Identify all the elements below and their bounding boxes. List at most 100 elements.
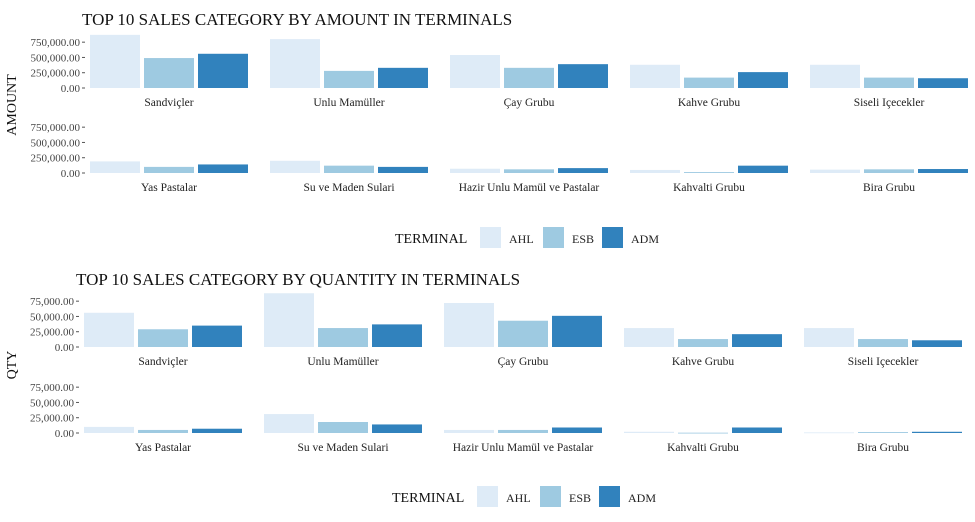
bar-ahl: [624, 328, 674, 347]
bar-adm: [378, 67, 428, 88]
y-tick-label: 250,000.00: [31, 153, 81, 165]
category-label: Yas Pastalar: [135, 442, 191, 454]
legend-swatch-ahl: [477, 486, 498, 507]
bar-esb: [678, 432, 728, 434]
y-tick-label: 75,000.00: [30, 382, 75, 394]
legend: TERMINAL AHL ESB ADM: [395, 227, 659, 248]
bar-ahl: [264, 414, 314, 433]
bar-adm: [198, 53, 248, 88]
y-tick-label: 50,000.00: [30, 397, 75, 409]
category-label: Sandviçler: [138, 356, 187, 368]
bar-esb: [318, 422, 368, 433]
y-tick-label: 0.00: [61, 83, 81, 95]
bar-esb: [678, 339, 728, 347]
bar-esb: [144, 58, 194, 88]
y-tick-label: 500,000.00: [31, 52, 81, 64]
bar-ahl: [84, 426, 134, 433]
y-tick-label: 50,000.00: [30, 311, 75, 323]
legend-label-ahl: AHL: [509, 232, 534, 246]
bar-esb: [318, 328, 368, 347]
category-label: Siseli Içecekler: [854, 97, 925, 109]
bar-ahl: [804, 328, 854, 347]
y-tick-label: 750,000.00: [31, 122, 81, 134]
category-label: Çay Grubu: [498, 356, 549, 368]
category-label: Su ve Maden Sulari: [303, 182, 394, 194]
category-label: Kahvalti Grubu: [673, 182, 745, 194]
y-tick-label: 75,000.00: [30, 296, 75, 308]
category-label: Siseli Içecekler: [848, 356, 919, 368]
bar-adm: [918, 169, 968, 173]
bar-adm: [552, 315, 602, 347]
bar-adm: [198, 164, 248, 173]
bar-ahl: [630, 64, 680, 88]
bar-esb: [144, 166, 194, 173]
bar-ahl: [444, 429, 494, 433]
legend-label-adm: ADM: [631, 232, 659, 246]
bar-ahl: [444, 303, 494, 347]
y-axis-label: QTY: [5, 351, 20, 380]
category-label: Hazir Unlu Mamül ve Pastalar: [459, 182, 600, 194]
bar-adm: [738, 165, 788, 173]
bar-ahl: [630, 169, 680, 173]
bar-adm: [552, 427, 602, 433]
bar-adm: [732, 334, 782, 347]
y-tick-label: 250,000.00: [31, 68, 81, 80]
category-label: Kahve Grubu: [678, 97, 741, 109]
bar-ahl: [84, 312, 134, 347]
legend-swatch-adm: [602, 227, 623, 248]
bar-esb: [864, 77, 914, 88]
category-label: Unlu Mamüller: [307, 356, 378, 368]
chart-quantity: TOP 10 SALES CATEGORY BY QUANTITY IN TER…: [5, 270, 962, 507]
legend-swatch-ahl: [480, 227, 501, 248]
bar-adm: [912, 340, 962, 347]
bar-adm: [732, 427, 782, 433]
bar-adm: [378, 166, 428, 173]
bar-esb: [684, 172, 734, 173]
bar-adm: [912, 431, 962, 433]
legend-swatch-adm: [599, 486, 620, 507]
legend: TERMINAL AHL ESB ADM: [392, 486, 656, 507]
bar-esb: [858, 339, 908, 347]
y-tick-label: 25,000.00: [30, 327, 75, 339]
category-label: Bira Grubu: [863, 182, 915, 194]
y-tick-label: 750,000.00: [31, 37, 81, 49]
bar-adm: [192, 325, 242, 347]
y-tick-label: 500,000.00: [31, 137, 81, 149]
bar-esb: [684, 77, 734, 88]
y-tick-label: 0.00: [55, 342, 75, 354]
bar-adm: [372, 424, 422, 433]
y-axis-label: AMOUNT: [5, 74, 20, 136]
legend-label-adm: ADM: [628, 491, 656, 505]
legend-title: TERMINAL: [392, 491, 464, 506]
category-label: Kahve Grubu: [672, 356, 735, 368]
category-label: Su ve Maden Sulari: [297, 442, 388, 454]
bar-esb: [498, 320, 548, 347]
bar-ahl: [264, 293, 314, 347]
bar-ahl: [804, 432, 854, 434]
bar-adm: [192, 428, 242, 433]
bar-esb: [858, 432, 908, 433]
bar-adm: [738, 72, 788, 88]
y-tick-label: 0.00: [55, 428, 75, 440]
bar-ahl: [810, 64, 860, 88]
legend-label-esb: ESB: [569, 491, 591, 505]
category-label: Unlu Mamüller: [313, 97, 384, 109]
chart-amount: TOP 10 SALES CATEGORY BY AMOUNT IN TERMI…: [5, 10, 968, 248]
legend-swatch-esb: [543, 227, 564, 248]
bar-ahl: [810, 169, 860, 173]
bar-esb: [498, 429, 548, 433]
y-tick-label: 0.00: [61, 168, 81, 180]
bar-ahl: [450, 55, 500, 88]
bar-adm: [558, 168, 608, 173]
category-label: Çay Grubu: [504, 97, 555, 109]
category-label: Kahvalti Grubu: [667, 442, 739, 454]
bar-esb: [324, 70, 374, 88]
bar-ahl: [90, 34, 140, 88]
legend-swatch-esb: [540, 486, 561, 507]
bar-esb: [138, 429, 188, 433]
bar-esb: [138, 329, 188, 347]
category-label: Bira Grubu: [857, 442, 909, 454]
category-label: Hazir Unlu Mamül ve Pastalar: [453, 442, 594, 454]
